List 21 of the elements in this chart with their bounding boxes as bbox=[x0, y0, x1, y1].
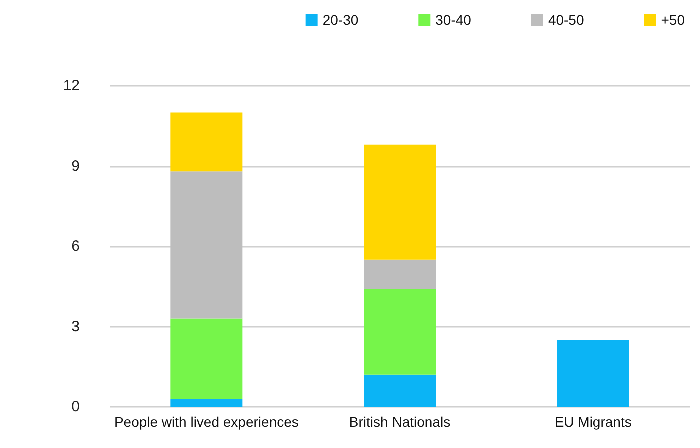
x-tick-label: EU Migrants bbox=[554, 414, 632, 430]
legend-label: 30-40 bbox=[436, 12, 472, 28]
bar bbox=[557, 340, 630, 407]
legend-label: 40-50 bbox=[548, 12, 584, 28]
y-tick-label: 12 bbox=[63, 78, 80, 94]
y-tick-label: 6 bbox=[72, 238, 80, 255]
bar bbox=[170, 172, 243, 319]
bar bbox=[170, 112, 243, 172]
bar bbox=[364, 374, 436, 407]
bar bbox=[170, 318, 243, 399]
bar bbox=[170, 398, 243, 407]
y-tick-label: 0 bbox=[72, 398, 80, 416]
legend-label: 20-30 bbox=[322, 12, 359, 28]
x-tick-label: People with lived experiences bbox=[114, 414, 299, 430]
y-tick-label: 9 bbox=[72, 158, 80, 175]
bar bbox=[364, 260, 436, 290]
bar bbox=[364, 289, 436, 375]
x-tick-label: British Nationals bbox=[349, 414, 451, 430]
bar bbox=[364, 144, 436, 260]
y-tick-label: 3 bbox=[72, 318, 80, 336]
legend-label: +50 bbox=[661, 12, 686, 28]
